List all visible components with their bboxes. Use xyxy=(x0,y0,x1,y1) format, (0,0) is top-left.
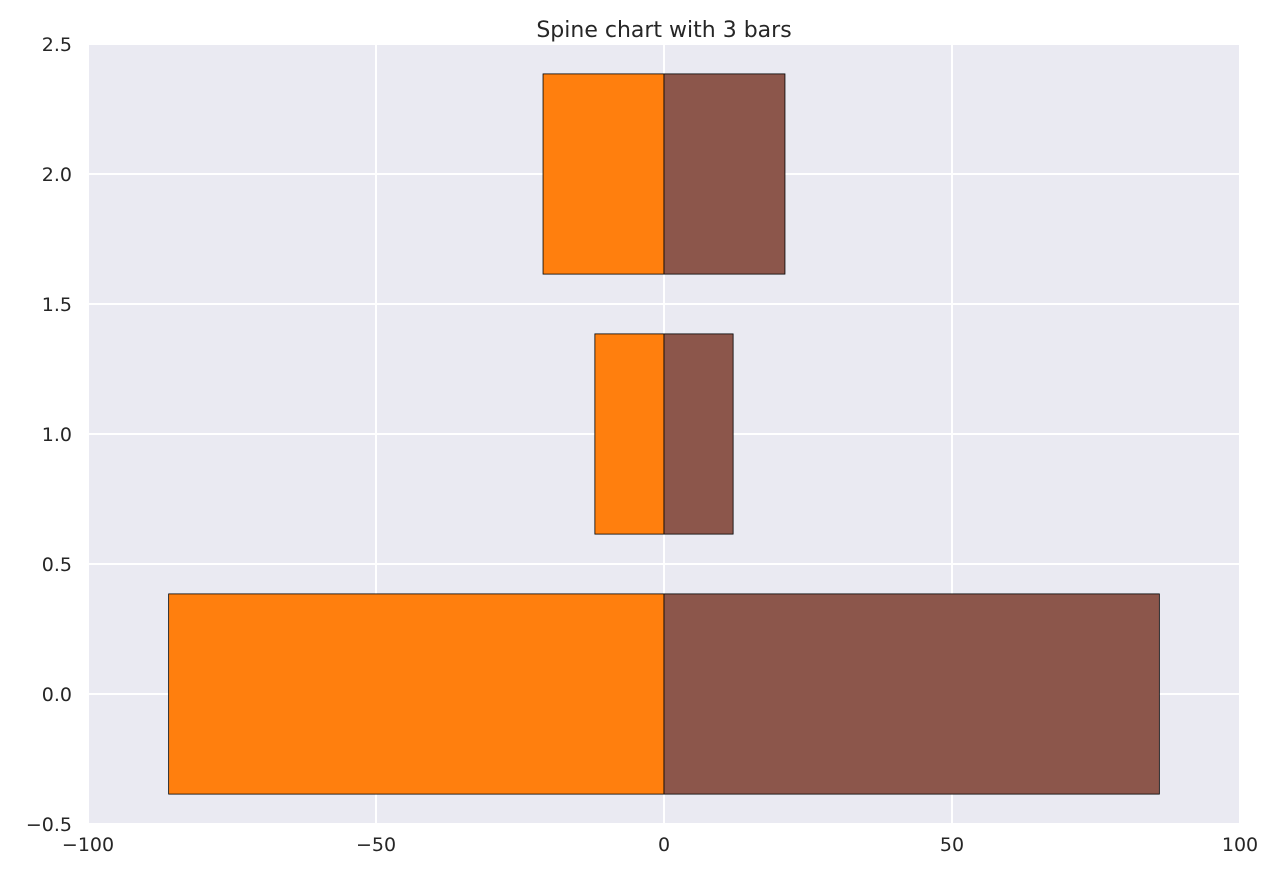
y-axis-ticks: −0.5 0.0 0.5 1.0 1.5 2.0 2.5 xyxy=(26,34,72,836)
x-tick-label: 0 xyxy=(658,834,670,856)
x-tick-label: 50 xyxy=(940,834,964,856)
y-tick-label: −0.5 xyxy=(26,814,72,836)
bar-series-0-category-0 xyxy=(168,593,665,795)
bar-series-1-category-2 xyxy=(663,73,786,275)
x-tick-label: 100 xyxy=(1222,834,1258,856)
bar-series-0-category-1 xyxy=(594,333,665,535)
bar-series-1-category-0 xyxy=(663,593,1160,795)
bars xyxy=(168,73,1160,795)
y-tick-label: 1.0 xyxy=(42,424,72,446)
x-tick-label: −50 xyxy=(356,834,396,856)
y-tick-label: 0.5 xyxy=(42,554,72,576)
bar-series-1-category-1 xyxy=(663,333,734,535)
x-tick-label: −100 xyxy=(62,834,114,856)
y-tick-label: 0.0 xyxy=(42,684,72,706)
bar-series-0-category-2 xyxy=(542,73,665,275)
y-tick-label: 2.5 xyxy=(42,34,72,56)
y-tick-label: 2.0 xyxy=(42,164,72,186)
chart-title: Spine chart with 3 bars xyxy=(536,18,791,43)
y-tick-label: 1.5 xyxy=(42,294,72,316)
x-axis-ticks: −100 −50 0 50 100 xyxy=(62,834,1258,856)
